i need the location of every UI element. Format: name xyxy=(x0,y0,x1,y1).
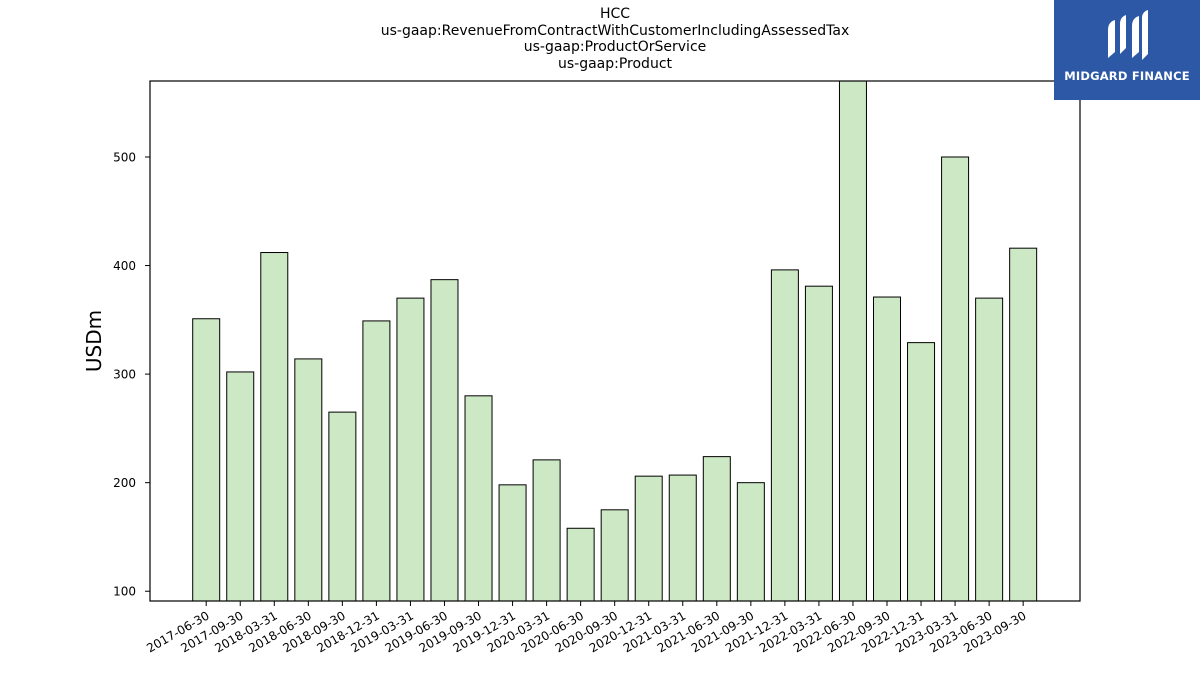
x-axis: 2017-06-302017-09-302018-03-312018-06-30… xyxy=(144,601,1029,655)
chart-title: HCC us-gaap:RevenueFromContractWithCusto… xyxy=(150,6,1080,72)
bar-2022-12-31 xyxy=(907,342,936,602)
logo-text: MIDGARD FINANCE xyxy=(1064,69,1190,83)
title-line-2: us-gaap:RevenueFromContractWithCustomerI… xyxy=(380,22,850,39)
y-tick-label: 100 xyxy=(113,585,136,599)
title-line-4: us-gaap:Product xyxy=(557,55,673,72)
bar-2021-12-31 xyxy=(770,269,799,602)
bar-2020-09-30 xyxy=(600,509,629,602)
bar-2019-12-31 xyxy=(498,484,527,602)
bar-2018-06-30 xyxy=(294,358,323,602)
y-tick-label: 200 xyxy=(113,476,136,490)
title-line-1: HCC xyxy=(599,6,631,22)
bar-2019-06-30 xyxy=(430,279,459,602)
bar-2020-03-31 xyxy=(532,459,561,602)
title-line-3: us-gaap:ProductOrService xyxy=(523,39,707,55)
bar-2022-06-30 xyxy=(838,80,867,602)
y-tick-label: 300 xyxy=(113,368,136,382)
bar-2018-03-31 xyxy=(260,252,289,602)
bar-2022-09-30 xyxy=(873,296,901,602)
bar-2021-06-30 xyxy=(702,456,731,602)
y-tick-label: 500 xyxy=(113,150,136,164)
bars-group xyxy=(192,80,1038,602)
bar-2018-12-31 xyxy=(362,320,391,602)
bar-2018-09-30 xyxy=(328,411,357,602)
bar-2021-03-31 xyxy=(668,474,697,602)
midgard-logo-icon xyxy=(1108,10,1148,60)
bar-2019-09-30 xyxy=(464,395,493,602)
y-axis: 100 200 300 400 500 xyxy=(113,150,150,599)
bar-2019-03-31 xyxy=(396,297,425,602)
bar-2021-09-30 xyxy=(736,482,765,602)
bar-2020-12-31 xyxy=(634,475,663,602)
bar-2023-09-30 xyxy=(1009,247,1038,602)
y-tick-label: 400 xyxy=(113,259,136,273)
y-axis-label: USDm xyxy=(82,310,106,372)
midgard-finance-logo: MIDGARD FINANCE xyxy=(1054,0,1200,100)
bar-2022-03-31 xyxy=(804,285,833,602)
bar-2023-03-31 xyxy=(941,156,970,602)
bar-2017-09-30 xyxy=(226,371,255,602)
bar-2020-06-30 xyxy=(566,527,595,602)
bar-2023-06-30 xyxy=(975,297,1004,602)
bar-2017-06-30 xyxy=(192,318,221,602)
